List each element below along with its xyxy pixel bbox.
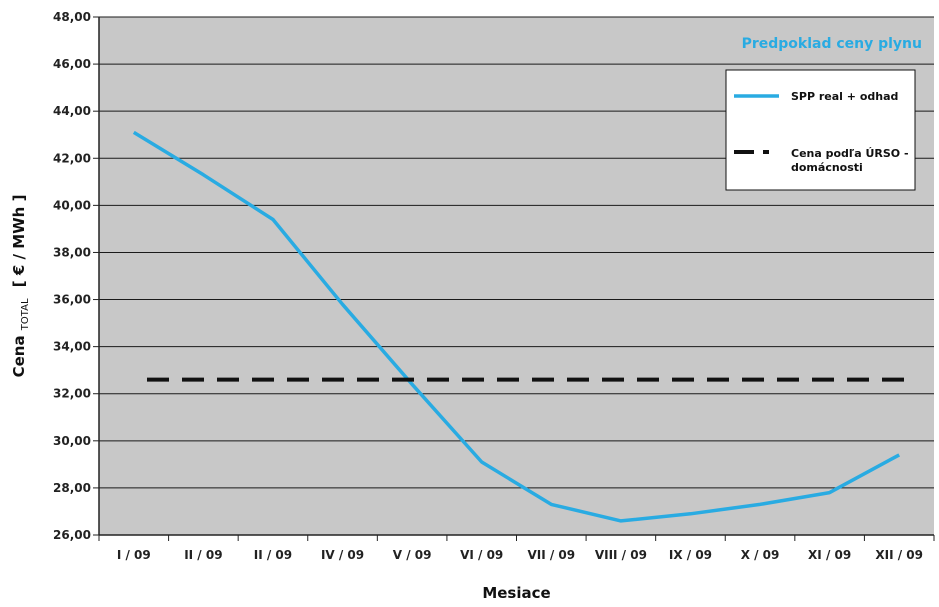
y-tick-label: 34,00 (53, 340, 91, 354)
x-tick-label: VI / 09 (460, 548, 503, 562)
x-tick-label: II / 09 (254, 548, 292, 562)
x-tick-label: IX / 09 (669, 548, 712, 562)
x-axis-ticks: I / 09 II / 09 II / 09 IV / 09 V / 09 VI / 09… (98, 535, 935, 562)
legend-label-spp: SPP real + odhad (791, 90, 898, 103)
x-tick-label: XI / 09 (808, 548, 851, 562)
series-group (132, 130, 916, 523)
y-axis-title-unit: [ € / MWh ] (10, 195, 28, 288)
legend: SPP real + odhad Cena podľa ÚRSO - domác… (725, 69, 916, 191)
y-tick-label: 46,00 (53, 57, 91, 71)
y-tick-label: 40,00 (53, 198, 91, 212)
series-line-0 (132, 130, 901, 523)
legend-label-urso-line2: domácnosti (791, 161, 863, 174)
y-axis-title-subscript: TOTAL (20, 298, 31, 331)
x-tick-label: V / 09 (393, 548, 432, 562)
y-tick-label: 42,00 (53, 151, 91, 165)
y-axis-title-main: Cena (10, 335, 28, 377)
y-axis-title: Cena TOTAL [ € / MWh ] (10, 195, 32, 378)
x-tick-label: VII / 09 (527, 548, 575, 562)
y-tick-label: 44,00 (53, 104, 91, 118)
legend-label-urso: Cena podľa ÚRSO - domácnosti (791, 147, 912, 174)
x-tick-label: XII / 09 (875, 548, 923, 562)
x-tick-label: I / 09 (117, 548, 151, 562)
legend-label-urso-line1: Cena podľa ÚRSO - (791, 147, 909, 160)
y-tick-label: 26,00 (53, 528, 91, 542)
chart-title: Predpoklad ceny plynu (742, 36, 922, 52)
x-tick-label: II / 09 (184, 548, 222, 562)
x-axis-title: Mesiace (482, 584, 550, 602)
y-tick-label: 38,00 (53, 245, 91, 259)
x-tick-label: IV / 09 (321, 548, 364, 562)
legend-box (725, 69, 916, 191)
y-tick-label: 30,00 (53, 434, 91, 448)
y-tick-label: 48,00 (53, 10, 91, 24)
y-tick-label: 36,00 (53, 293, 91, 307)
y-tick-label: 32,00 (53, 387, 91, 401)
x-tick-label: VIII / 09 (595, 548, 647, 562)
x-tick-label: X / 09 (741, 548, 780, 562)
y-tick-label: 28,00 (53, 481, 91, 495)
y-axis-ticks: 26,00 28,00 30,00 32,00 34,00 36,00 38,00 40,00… (53, 10, 99, 542)
